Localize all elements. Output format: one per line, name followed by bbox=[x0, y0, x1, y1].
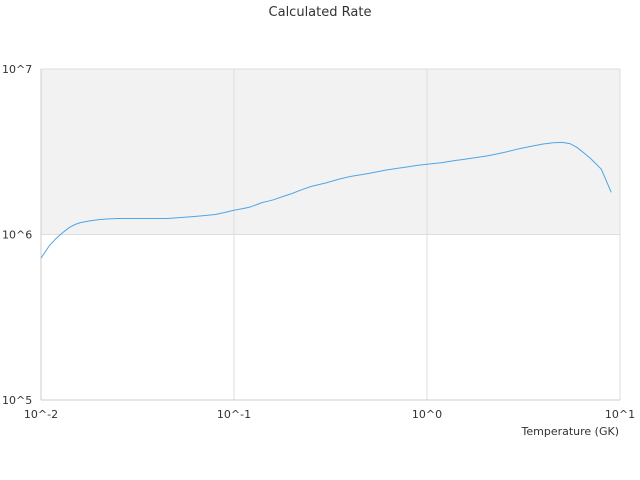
y-tick-label: 10^6 bbox=[2, 229, 32, 242]
y-tick-label: 10^7 bbox=[2, 63, 32, 76]
series-line bbox=[40, 141, 612, 259]
x-tick-label: 10^0 bbox=[412, 408, 442, 421]
x-axis-title: Temperature (GK) bbox=[521, 425, 620, 438]
x-tick-label: 10^-1 bbox=[217, 408, 251, 421]
plot-band bbox=[41, 69, 620, 235]
series-group bbox=[40, 141, 612, 259]
y-tick-labels: 10^5 10^6 10^7 bbox=[2, 63, 32, 407]
x-tick-label: 10^-2 bbox=[24, 408, 58, 421]
y-tick-label: 10^5 bbox=[2, 394, 32, 407]
x-tick-label: 10^1 bbox=[605, 408, 635, 421]
chart-title: Calculated Rate bbox=[269, 5, 372, 20]
x-tick-labels: 10^-2 10^-1 10^0 10^1 bbox=[24, 408, 635, 421]
axes bbox=[40, 69, 620, 401]
